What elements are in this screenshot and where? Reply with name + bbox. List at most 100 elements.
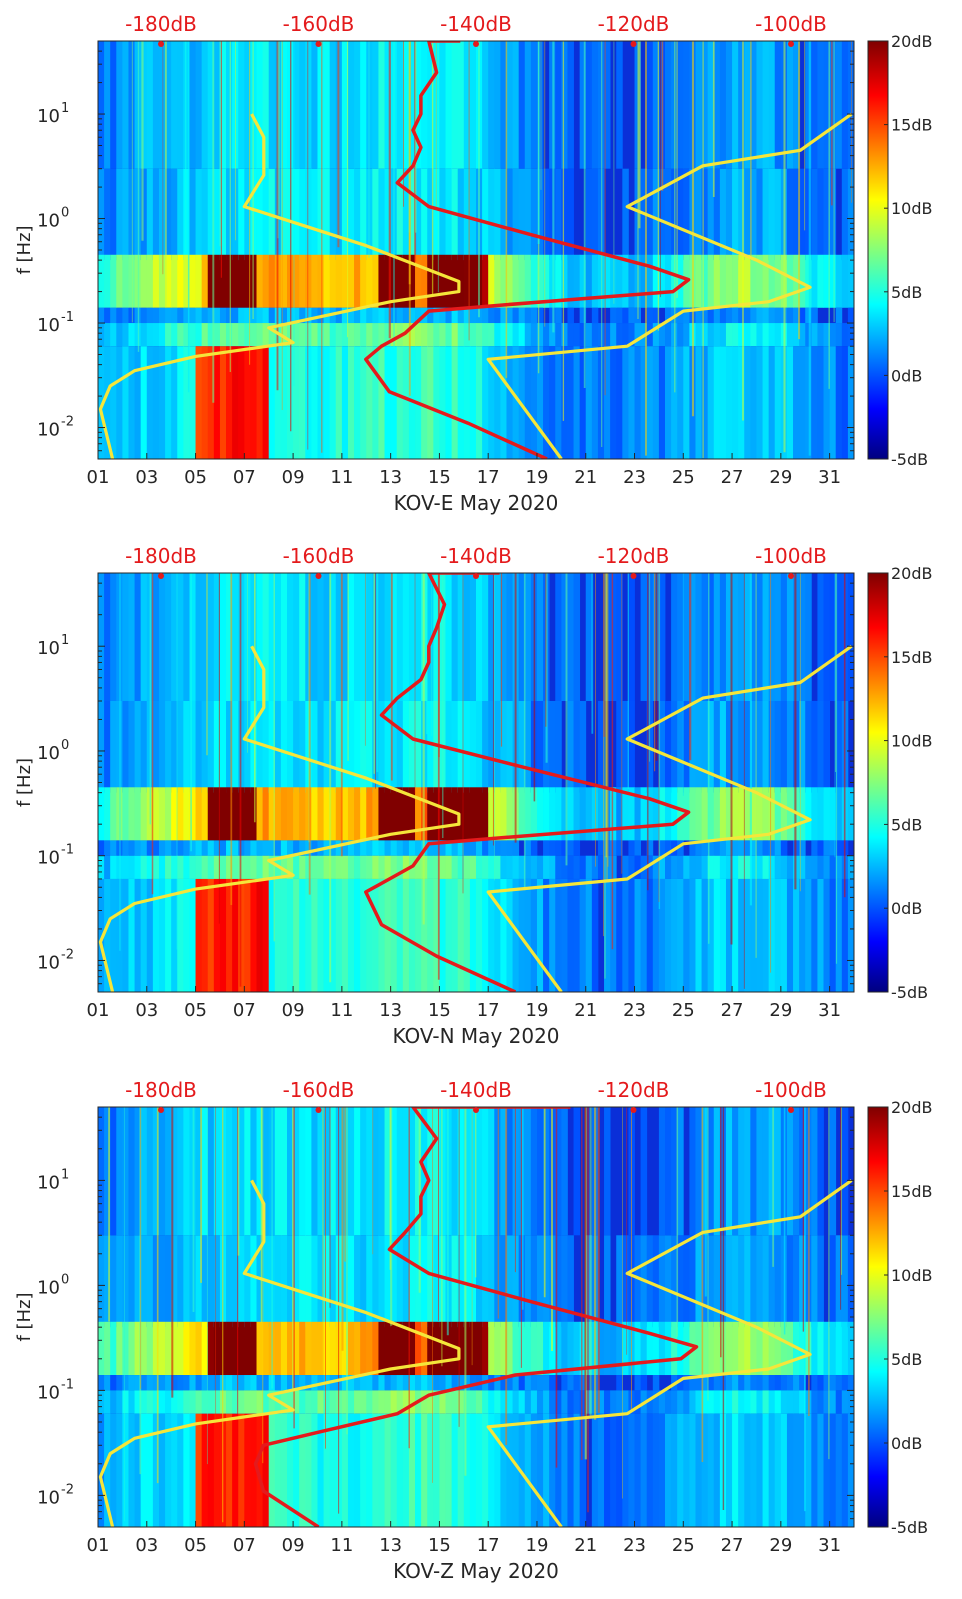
- colorbar-tick-label: 10dB: [891, 1266, 933, 1285]
- x-tick-label: 25: [672, 467, 695, 488]
- x-tick-label: 31: [818, 1535, 841, 1556]
- noise-model-line-3-1: [486, 1179, 853, 1527]
- colorbar-tick-label: 0dB: [891, 366, 922, 385]
- x-tick-label: 19: [526, 1000, 549, 1021]
- y-tick-exponent: -1: [61, 1377, 74, 1392]
- x-tick-label: 21: [574, 467, 597, 488]
- spectrogram-2: [98, 573, 854, 992]
- x-tick-label: 21: [574, 1535, 597, 1556]
- x-tick-label: 29: [769, 467, 792, 488]
- y-axis-label: f [Hz]: [14, 758, 35, 807]
- x-tick-label: 27: [721, 467, 744, 488]
- median-psd-line-2-2: [364, 573, 691, 992]
- y-tick-label: 10: [37, 1382, 60, 1403]
- colorbar-tick-label: -5dB: [891, 1518, 928, 1537]
- x-tick-label: 29: [769, 1000, 792, 1021]
- colorbar-tick-label: 10dB: [891, 732, 933, 751]
- top-db-tick-label: -160dB: [283, 12, 355, 36]
- colorbar-tick-label: 20dB: [891, 1098, 933, 1117]
- top-db-tick-label: -120dB: [598, 544, 670, 568]
- top-db-tick-marker: [630, 1107, 637, 1113]
- y-tick-label: 10: [37, 420, 60, 441]
- x-tick-label: 05: [184, 1000, 207, 1021]
- y-axis-label: f [Hz]: [14, 1292, 35, 1341]
- y-tick-label: 10: [37, 638, 60, 659]
- top-db-tick-label: -160dB: [283, 1078, 355, 1102]
- x-tick-label: 15: [428, 1000, 451, 1021]
- y-tick-exponent: -2: [61, 415, 74, 430]
- top-db-tick-marker: [473, 41, 479, 47]
- spectrogram-1: [98, 41, 854, 459]
- y-tick-label: 10: [37, 106, 60, 127]
- top-db-tick-label: -180dB: [125, 544, 197, 568]
- y-tick-exponent: 1: [61, 1167, 69, 1182]
- noise-model-line-3-0: [98, 1179, 461, 1527]
- x-tick-label: 25: [672, 1535, 695, 1556]
- noise-model-line-2-0: [98, 645, 461, 992]
- x-tick-label: 01: [87, 467, 110, 488]
- colorbar-3: [867, 1106, 889, 1528]
- x-tick-label: 17: [477, 1535, 500, 1556]
- colorbar-tick-label: 15dB: [891, 648, 933, 667]
- x-tick-label: 21: [574, 1000, 597, 1021]
- colorbar-tick-label: -5dB: [891, 450, 928, 469]
- x-tick-label: 27: [721, 1535, 744, 1556]
- median-psd-line-1-2: [364, 41, 691, 459]
- x-tick-label: 09: [282, 1000, 305, 1021]
- top-db-tick-label: -160dB: [283, 544, 355, 568]
- y-tick-exponent: -1: [61, 310, 74, 325]
- x-tick-label: 13: [379, 1000, 402, 1021]
- top-db-tick-marker: [473, 1107, 479, 1113]
- noise-model-line-2-1: [486, 644, 853, 992]
- x-tick-label: 15: [428, 467, 451, 488]
- x-tick-label: 03: [135, 1535, 158, 1556]
- top-db-tick-marker: [630, 41, 637, 47]
- top-db-tick-marker: [788, 41, 794, 47]
- colorbar-tick-label: 10dB: [891, 199, 933, 218]
- colorbar-tick-label: -5dB: [891, 983, 928, 1002]
- colorbar-2: [867, 572, 889, 993]
- x-tick-label: 11: [330, 1535, 353, 1556]
- x-tick-label: 01: [87, 1000, 110, 1021]
- x-tick-label: 13: [379, 1535, 402, 1556]
- median-psd-line-3-2: [253, 1107, 699, 1527]
- x-tick-label: 13: [379, 467, 402, 488]
- colorbar-tick-label: 5dB: [891, 283, 922, 302]
- colorbar-1: [867, 40, 889, 460]
- top-db-tick-marker: [473, 573, 479, 579]
- top-db-tick-label: -140dB: [440, 1078, 512, 1102]
- y-tick-exponent: -2: [61, 1482, 74, 1497]
- x-tick-label: 07: [233, 467, 256, 488]
- colorbar-tick-label: 15dB: [891, 116, 933, 135]
- top-db-tick-marker: [315, 573, 322, 579]
- colorbar-tick-label: 0dB: [891, 1434, 922, 1453]
- top-db-tick-label: -140dB: [440, 12, 512, 36]
- x-tick-label: 17: [477, 1000, 500, 1021]
- x-tick-label: 11: [330, 467, 353, 488]
- x-tick-label: 19: [526, 1535, 549, 1556]
- y-tick-label: 10: [37, 743, 60, 764]
- top-db-tick-label: -120dB: [598, 12, 670, 36]
- y-tick-label: 10: [37, 1172, 60, 1193]
- noise-model-line-1-1: [486, 112, 853, 459]
- y-tick-exponent: 1: [61, 633, 69, 648]
- colorbar-tick-label: 5dB: [891, 815, 922, 834]
- x-tick-label: 31: [818, 1000, 841, 1021]
- x-tick-label: 05: [184, 1535, 207, 1556]
- top-db-tick-marker: [158, 1107, 164, 1113]
- top-db-tick-marker: [158, 41, 164, 47]
- top-db-tick-label: -100dB: [755, 544, 827, 568]
- spectrogram-3: [98, 1107, 854, 1527]
- colorbar-tick-label: 5dB: [891, 1350, 922, 1369]
- x-axis-label: KOV-E May 2020: [394, 491, 559, 515]
- top-db-tick-marker: [788, 1107, 794, 1113]
- x-tick-label: 31: [818, 467, 841, 488]
- y-tick-label: 10: [37, 1487, 60, 1508]
- x-tick-label: 23: [623, 467, 646, 488]
- y-tick-exponent: 1: [61, 101, 69, 116]
- colorbar-tick-label: 20dB: [891, 564, 933, 583]
